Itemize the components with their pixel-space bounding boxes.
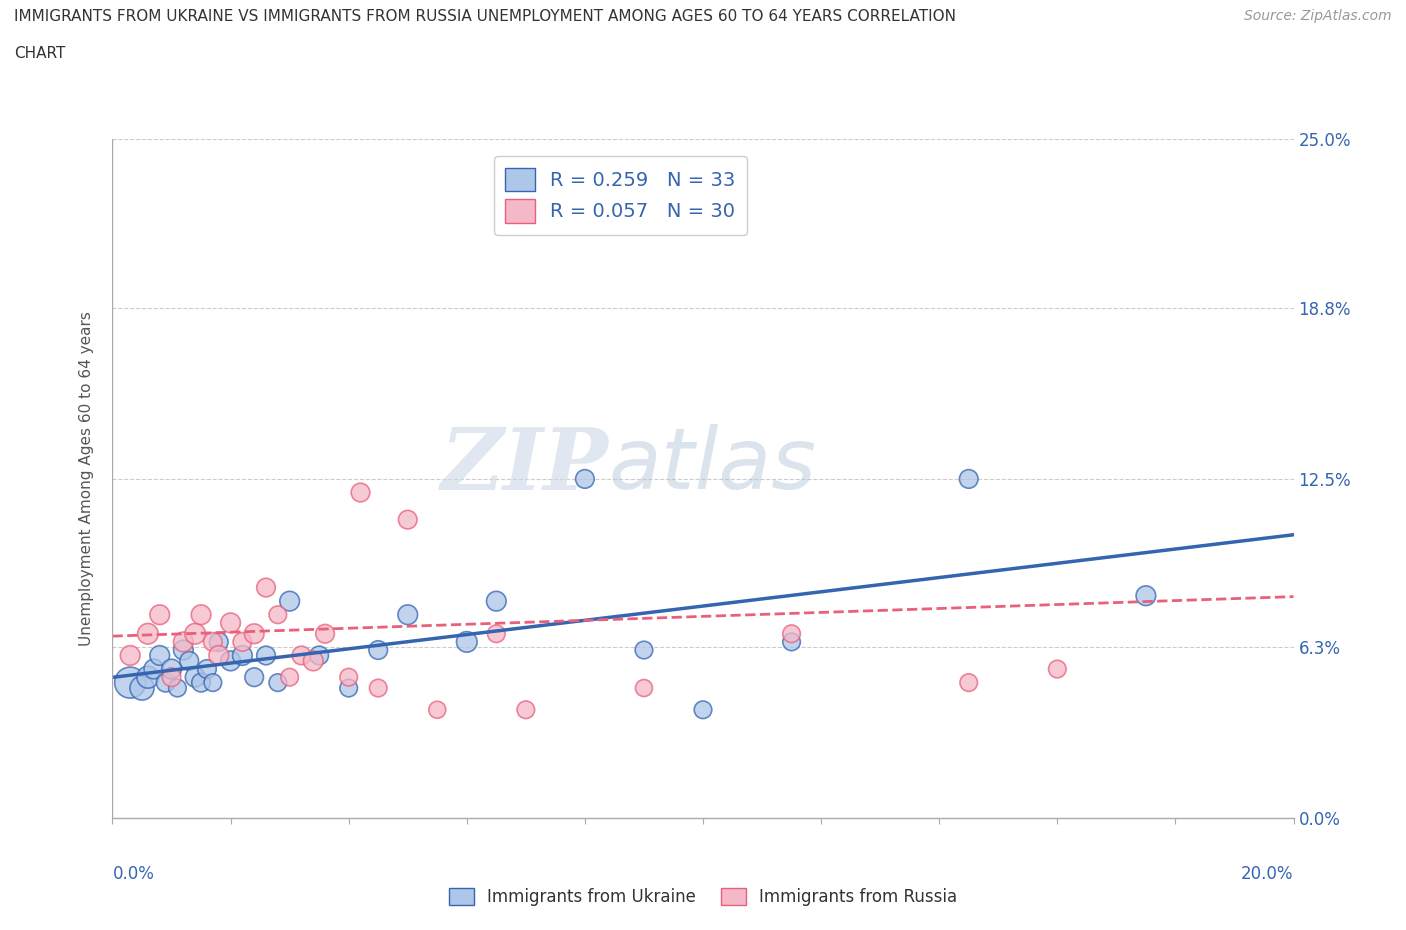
Point xyxy=(367,681,389,696)
Point xyxy=(195,661,218,676)
Point xyxy=(184,670,207,684)
Point xyxy=(149,648,172,663)
Point xyxy=(396,607,419,622)
Point xyxy=(692,702,714,717)
Point xyxy=(136,670,159,684)
Point xyxy=(160,670,183,684)
Point xyxy=(201,634,224,649)
Point xyxy=(337,681,360,696)
Point xyxy=(456,634,478,649)
Point xyxy=(166,681,188,696)
Point xyxy=(349,485,371,500)
Point xyxy=(267,607,290,622)
Point xyxy=(957,675,980,690)
Point xyxy=(1046,661,1069,676)
Point xyxy=(396,512,419,527)
Point xyxy=(308,648,330,663)
Point xyxy=(314,626,336,641)
Text: 20.0%: 20.0% xyxy=(1241,865,1294,883)
Point xyxy=(208,648,231,663)
Point xyxy=(278,593,301,608)
Point xyxy=(136,626,159,641)
Point xyxy=(219,654,242,669)
Point xyxy=(219,616,242,631)
Legend: Immigrants from Ukraine, Immigrants from Russia: Immigrants from Ukraine, Immigrants from… xyxy=(441,881,965,912)
Point xyxy=(179,654,201,669)
Point xyxy=(633,681,655,696)
Point xyxy=(574,472,596,486)
Point xyxy=(485,593,508,608)
Text: IMMIGRANTS FROM UKRAINE VS IMMIGRANTS FROM RUSSIA UNEMPLOYMENT AMONG AGES 60 TO : IMMIGRANTS FROM UKRAINE VS IMMIGRANTS FR… xyxy=(14,9,956,24)
Point xyxy=(267,675,290,690)
Point xyxy=(278,670,301,684)
Point xyxy=(190,675,212,690)
Point xyxy=(254,580,277,595)
Legend: R = 0.259   N = 33, R = 0.057   N = 30: R = 0.259 N = 33, R = 0.057 N = 30 xyxy=(494,156,747,234)
Point xyxy=(367,643,389,658)
Point xyxy=(120,648,142,663)
Point xyxy=(201,675,224,690)
Point xyxy=(485,626,508,641)
Point xyxy=(1135,589,1157,604)
Point xyxy=(957,472,980,486)
Point xyxy=(662,214,685,229)
Point xyxy=(149,607,172,622)
Point xyxy=(160,661,183,676)
Text: CHART: CHART xyxy=(14,46,66,61)
Point xyxy=(243,670,266,684)
Point xyxy=(184,626,207,641)
Point xyxy=(131,681,153,696)
Point xyxy=(208,634,231,649)
Text: Source: ZipAtlas.com: Source: ZipAtlas.com xyxy=(1244,9,1392,23)
Point xyxy=(633,643,655,658)
Point xyxy=(254,648,277,663)
Point xyxy=(172,634,194,649)
Point xyxy=(231,648,253,663)
Point xyxy=(780,626,803,641)
Text: ZIP: ZIP xyxy=(440,424,609,507)
Point xyxy=(172,643,194,658)
Text: atlas: atlas xyxy=(609,424,817,507)
Point xyxy=(243,626,266,641)
Point xyxy=(120,675,142,690)
Point xyxy=(780,634,803,649)
Text: 0.0%: 0.0% xyxy=(112,865,155,883)
Y-axis label: Unemployment Among Ages 60 to 64 years: Unemployment Among Ages 60 to 64 years xyxy=(79,312,94,646)
Point xyxy=(155,675,177,690)
Point xyxy=(337,670,360,684)
Point xyxy=(302,654,325,669)
Point xyxy=(231,634,253,649)
Point xyxy=(290,648,312,663)
Point xyxy=(142,661,165,676)
Point xyxy=(426,702,449,717)
Point xyxy=(515,702,537,717)
Point xyxy=(190,607,212,622)
